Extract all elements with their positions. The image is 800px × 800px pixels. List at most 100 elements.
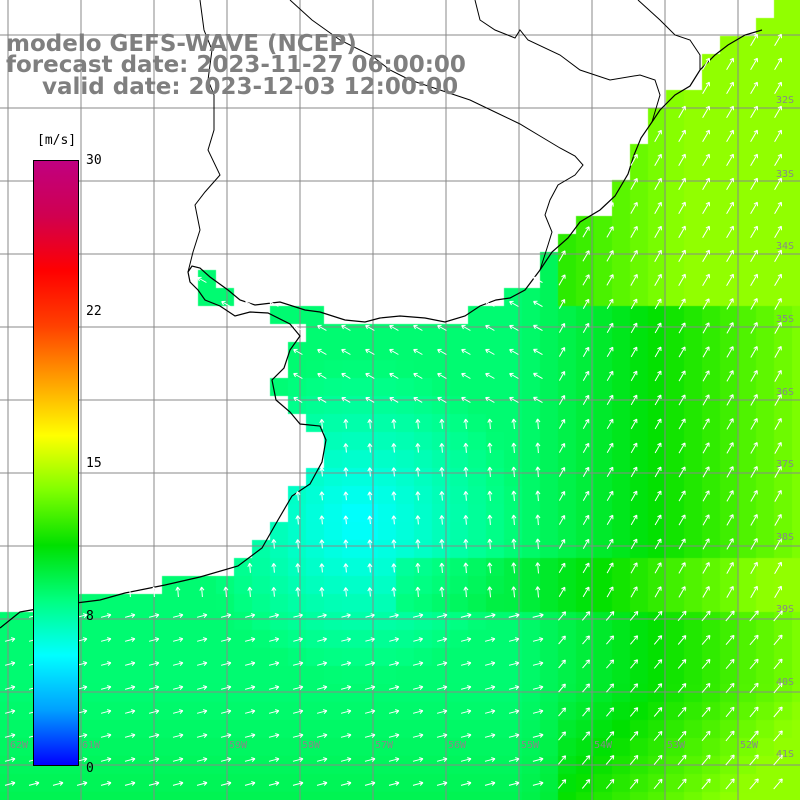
wind-arrow (487, 586, 493, 598)
wind-arrow (582, 226, 590, 238)
wind-arrow (702, 105, 710, 119)
wind-arrow (677, 754, 687, 766)
wind-arrow (532, 709, 544, 714)
wind-arrow (773, 682, 783, 694)
lat-label: 40S (775, 677, 794, 688)
wind-arrow (582, 707, 590, 717)
wind-arrow (508, 637, 520, 642)
wind-arrow (702, 370, 710, 382)
wind-arrow (317, 348, 327, 355)
wind-arrow (702, 298, 710, 310)
wind-arrow (630, 394, 638, 406)
wind-arrow (726, 370, 734, 382)
wind-arrow (533, 276, 543, 284)
wind-arrow (606, 514, 614, 526)
wind-arrow (678, 129, 686, 143)
wind-arrow (100, 709, 112, 714)
wind-arrow (558, 274, 566, 286)
wind-arrow (4, 757, 16, 762)
wind-arrow (774, 489, 782, 502)
wind-arrow (340, 781, 352, 786)
wind-arrow (726, 466, 734, 478)
wind-arrow (678, 298, 686, 310)
wind-arrow (701, 778, 711, 790)
wind-arrow (701, 754, 711, 766)
valid-date: valid date: 2023-12-03 12:00:00 (42, 74, 459, 100)
wind-arrow (463, 515, 469, 525)
wind-arrow (100, 757, 112, 762)
wind-arrow (582, 274, 590, 286)
wind-arrow (124, 733, 136, 738)
wind-arrow (295, 587, 301, 597)
wind-arrow (508, 613, 520, 618)
wind-arrow (749, 682, 759, 694)
wind-arrow (412, 709, 424, 714)
lat-label: 37S (775, 459, 794, 470)
wind-arrow (654, 298, 662, 310)
wind-arrow (606, 659, 615, 669)
wind-arrow (484, 709, 496, 714)
wind-arrow (532, 685, 544, 690)
wind-arrow (654, 346, 662, 358)
wind-arrow (774, 561, 782, 575)
wind-arrow (319, 419, 325, 429)
wind-arrow (223, 586, 229, 598)
wind-arrow (726, 249, 734, 263)
lat-label: 36S (775, 387, 794, 398)
wind-arrow (316, 709, 328, 714)
wind-arrow (629, 754, 639, 765)
wind-arrow (605, 778, 615, 789)
wind-arrow (367, 563, 373, 573)
wind-arrow (678, 418, 686, 430)
lat-label: 35S (775, 314, 794, 325)
wind-arrow (389, 372, 399, 379)
wind-arrow (341, 372, 351, 379)
lon-label: 57W (375, 740, 394, 751)
wind-arrow (436, 685, 448, 690)
wind-arrow (124, 781, 136, 786)
wind-arrow (244, 733, 256, 738)
wind-arrow (750, 514, 758, 526)
wind-arrow (774, 513, 782, 526)
wind-arrow (436, 781, 448, 786)
wind-arrow (220, 637, 232, 642)
wind-arrow (750, 33, 758, 47)
wind-arrow (463, 491, 469, 501)
wind-arrow (484, 661, 496, 666)
wind-arrow (292, 709, 304, 714)
wind-arrow (148, 637, 160, 642)
wind-arrow (702, 201, 710, 215)
wind-arrow (292, 733, 304, 738)
wind-arrow (750, 394, 758, 406)
wind-arrow (367, 515, 373, 525)
wind-arrow (532, 661, 544, 666)
wind-arrow (606, 202, 614, 214)
wind-arrow (606, 442, 614, 454)
wind-arrow (630, 370, 638, 382)
lon-label: 55W (521, 740, 540, 751)
wind-arrow (774, 153, 782, 167)
wind-arrow (532, 733, 544, 738)
wind-arrow (364, 709, 376, 714)
wind-arrow (678, 538, 686, 550)
wind-arrow (511, 586, 517, 598)
wind-arrow (460, 757, 472, 762)
wind-arrow (678, 586, 686, 598)
wind-arrow (485, 396, 495, 403)
coastline (0, 29, 763, 629)
wind-arrow (774, 249, 782, 263)
wind-arrow (317, 324, 327, 331)
wind-arrow (413, 324, 423, 331)
wind-arrow (750, 57, 758, 71)
wind-arrow (558, 490, 566, 501)
wind-arrow (774, 297, 782, 310)
wind-arrow (461, 396, 471, 403)
wind-arrow (271, 587, 277, 597)
wind-arrow (364, 757, 376, 762)
wind-arrow (678, 322, 686, 334)
wind-arrow (774, 129, 782, 143)
wind-arrow (292, 781, 304, 786)
wind-arrow (678, 442, 686, 454)
wind-arrow (773, 610, 783, 622)
lat-label: 39S (775, 604, 794, 615)
